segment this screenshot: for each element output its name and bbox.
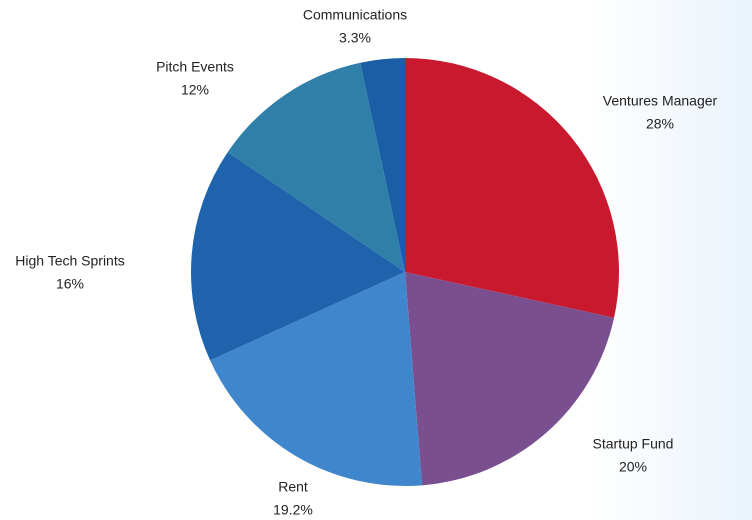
slice-label: Ventures Manager <box>603 93 718 109</box>
pie-slice <box>405 272 615 486</box>
slice-label: Pitch Events <box>156 59 234 75</box>
slice-value: 16% <box>56 276 84 292</box>
pie-slice <box>405 58 619 318</box>
pie-slice <box>360 58 405 272</box>
slice-label: Rent <box>278 479 308 495</box>
slice-label: High Tech Sprints <box>15 253 124 269</box>
pie-slice <box>210 272 423 486</box>
slice-value: 20% <box>619 459 647 475</box>
pie-slice <box>227 62 405 273</box>
slice-value: 3.3% <box>339 30 371 46</box>
slice-label: Startup Fund <box>593 436 674 452</box>
slice-value: 28% <box>646 116 674 132</box>
slice-value: 12% <box>181 82 209 98</box>
pie-slice <box>191 152 405 361</box>
slice-value: 19.2% <box>273 502 313 518</box>
slice-label: Communications <box>303 7 407 23</box>
